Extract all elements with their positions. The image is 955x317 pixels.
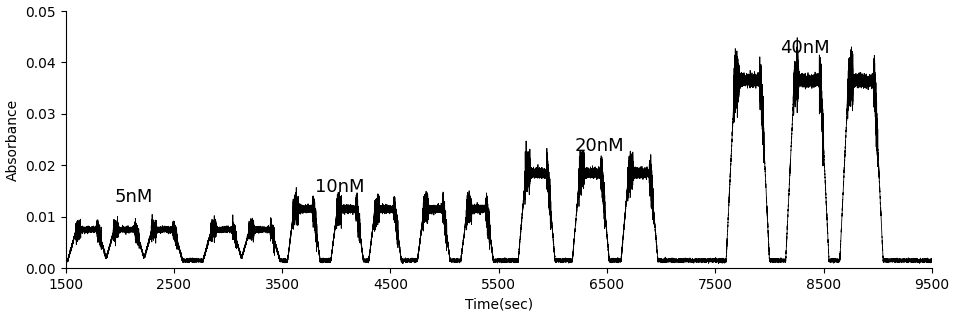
- Y-axis label: Absorbance: Absorbance: [6, 99, 19, 181]
- Text: 40nM: 40nM: [780, 39, 830, 57]
- Text: 20nM: 20nM: [575, 137, 625, 155]
- Text: 10nM: 10nM: [314, 178, 364, 196]
- X-axis label: Time(sec): Time(sec): [465, 297, 533, 311]
- Text: 5nM: 5nM: [115, 189, 153, 206]
